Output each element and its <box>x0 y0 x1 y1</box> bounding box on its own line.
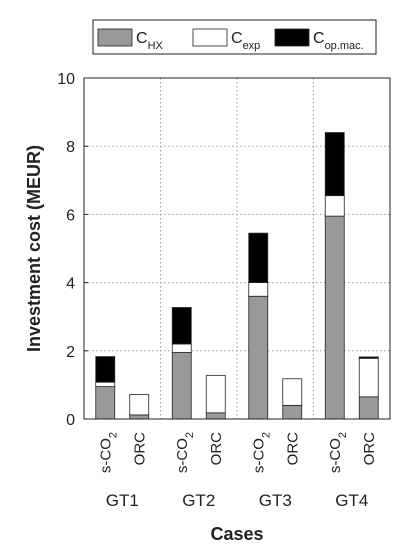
category-label: ORC <box>361 432 378 466</box>
group-label: GT3 <box>259 491 292 510</box>
bars <box>95 132 379 420</box>
x-axis-group-labels: GT1 GT2 GT3 GT4 <box>106 491 369 510</box>
category-label: s-CO2 <box>327 432 349 473</box>
category-label: s-CO2 <box>97 432 119 473</box>
category-label: ORC <box>284 432 301 466</box>
category-label: ORC <box>208 432 225 466</box>
y-tick-label: 0 <box>66 412 75 429</box>
legend-swatch <box>274 28 310 47</box>
category-label: s-CO2 <box>174 432 196 473</box>
bar-segment <box>171 307 192 345</box>
bar-segment <box>358 396 379 420</box>
y-tick-label: 8 <box>66 139 75 156</box>
category-label: ORC <box>131 432 148 466</box>
y-tick-label: 2 <box>66 344 75 361</box>
bar-segment <box>95 381 116 388</box>
bar-segment <box>282 378 303 406</box>
y-tick-label: 4 <box>66 276 75 293</box>
bar-segment <box>95 386 116 420</box>
bar-segment <box>282 404 303 420</box>
bar-segment <box>248 232 269 283</box>
y-axis-ticks: 0 2 4 6 8 10 <box>57 71 88 429</box>
bar-segment <box>205 374 226 414</box>
plot-frame <box>83 77 391 420</box>
bar-segment <box>324 195 345 217</box>
bar-segment <box>205 412 226 420</box>
bar-segment <box>248 282 269 297</box>
bar-segment <box>129 414 150 420</box>
legend: CHX Cexp Cop.mac. <box>92 19 377 55</box>
bar-segment <box>171 352 192 420</box>
y-tick-label: 6 <box>66 207 75 224</box>
legend-swatch <box>97 28 133 47</box>
legend-swatch <box>192 28 228 47</box>
x-axis-category-labels: s-CO2 ORC s-CO2 ORC s-CO2 ORC s-CO2 ORC <box>97 432 378 473</box>
bar-segment <box>129 394 150 416</box>
group-label: GT2 <box>182 491 215 510</box>
bar-segment <box>248 295 269 420</box>
legend-box <box>92 19 377 55</box>
bar-segment <box>324 132 345 197</box>
grid <box>84 78 390 419</box>
x-axis-label: Cases <box>210 524 263 544</box>
bar-segment <box>324 215 345 420</box>
bar-segment <box>171 343 192 353</box>
bar-segment <box>358 357 379 398</box>
y-tick-label: 10 <box>57 71 75 88</box>
category-label: s-CO2 <box>250 432 272 473</box>
group-label: GT4 <box>335 491 368 510</box>
y-axis-label: Investment cost (MEUR) <box>24 145 44 352</box>
bar-segment <box>95 356 116 383</box>
bar-segment <box>358 356 379 359</box>
group-label: GT1 <box>106 491 139 510</box>
